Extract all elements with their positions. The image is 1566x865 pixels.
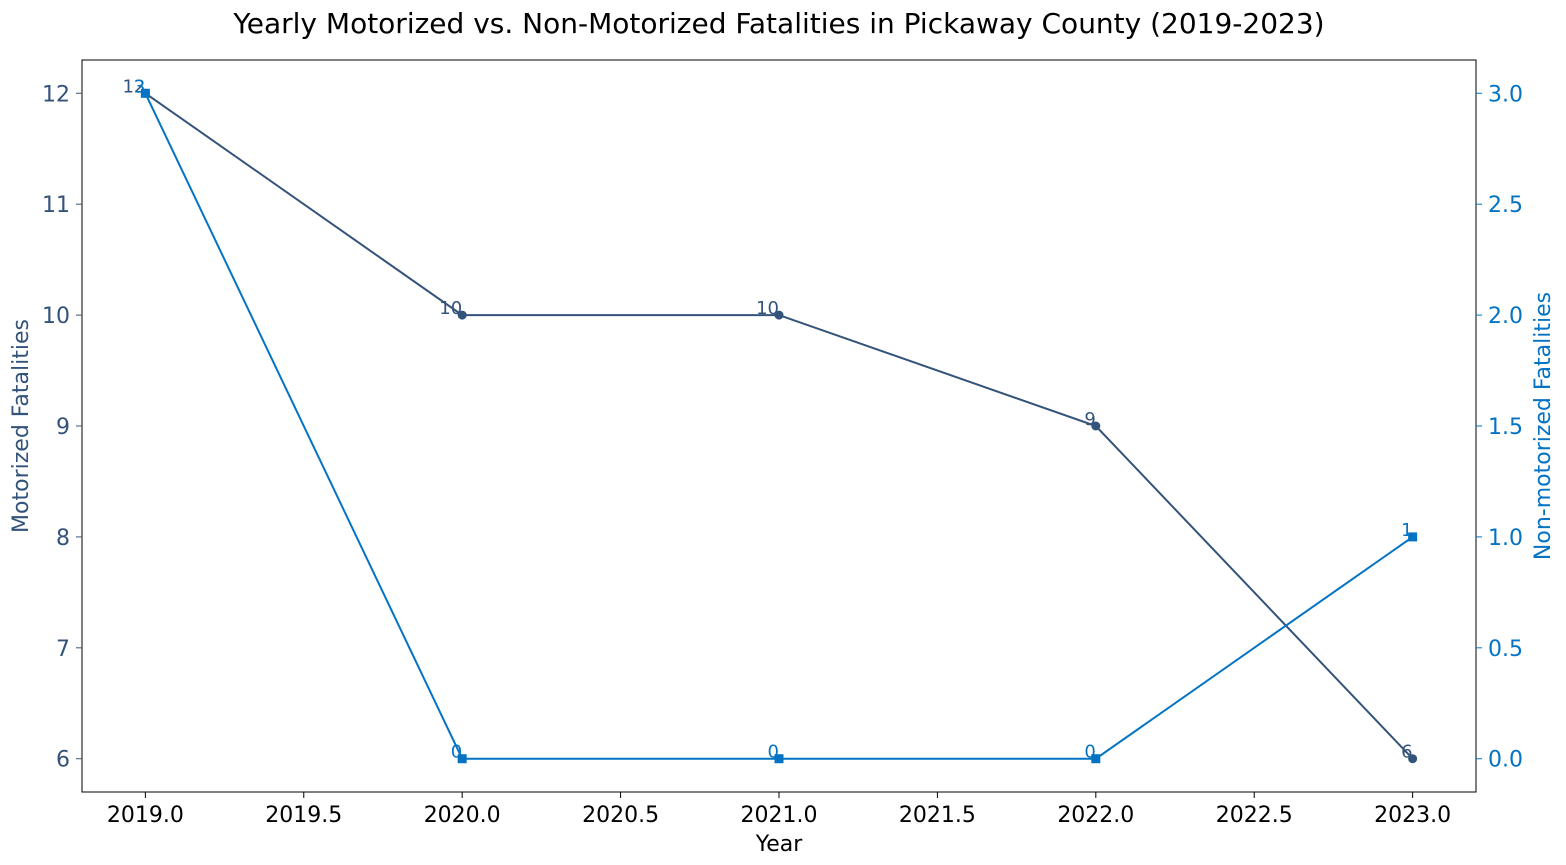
x-tick-label: 2021.5 xyxy=(899,803,976,828)
y-right-tick-label: 2.5 xyxy=(1488,193,1523,218)
data-label: 1 xyxy=(1401,520,1412,541)
data-point xyxy=(1091,754,1101,764)
data-label: 0 xyxy=(768,742,779,763)
y-axis-left: 6 7 8 9 10 11 12 xyxy=(42,82,82,773)
data-label: 10 xyxy=(756,298,779,319)
y-left-tick-label: 9 xyxy=(56,415,70,440)
plot-area xyxy=(81,59,1477,793)
x-tick-label: 2019.0 xyxy=(107,803,184,828)
y-axis-right-label: Non-motorized Fatalities xyxy=(1531,292,1556,560)
data-point xyxy=(774,754,784,764)
y-axis-left-label: Motorized Fatalities xyxy=(9,319,34,533)
data-label: 0 xyxy=(1084,742,1095,763)
x-tick-label: 2020.5 xyxy=(582,803,659,828)
data-point xyxy=(457,754,467,764)
y-left-tick-label: 6 xyxy=(56,748,70,773)
data-label: 10 xyxy=(439,298,462,319)
x-tick-label: 2020.0 xyxy=(424,803,501,828)
x-axis-label: Year xyxy=(755,832,804,857)
x-tick-label: 2019.5 xyxy=(265,803,342,828)
data-point xyxy=(1408,754,1418,764)
data-label: 0 xyxy=(451,742,462,763)
x-axis: 2019.0 2019.5 2020.0 2020.5 2021.0 2021.5 2022… xyxy=(107,792,1451,828)
y-axis-right: 0.0 0.5 1.0 1.5 2.0 2.5 3.0 xyxy=(1476,82,1523,773)
series-line xyxy=(144,92,1414,760)
data-point xyxy=(1408,532,1418,542)
series-line xyxy=(144,92,1414,760)
y-right-tick-label: 0.5 xyxy=(1488,637,1523,662)
y-right-tick-label: 3.0 xyxy=(1488,82,1523,107)
y-left-tick-label: 7 xyxy=(56,637,70,662)
plot-frame xyxy=(81,59,1477,793)
data-point xyxy=(1091,421,1101,431)
y-left-tick-label: 8 xyxy=(56,526,70,551)
series-layer: 12 10 10 9 6 3 0 0 0 1 xyxy=(122,76,1418,764)
y-right-tick-label: 0.0 xyxy=(1488,748,1523,773)
data-label: 6 xyxy=(1401,742,1412,763)
data-label: 3 xyxy=(134,76,145,97)
y-left-tick-label: 12 xyxy=(42,82,70,107)
data-point xyxy=(774,310,784,320)
y-right-tick-label: 1.0 xyxy=(1488,526,1523,551)
data-label: 9 xyxy=(1084,409,1095,430)
y-right-tick-label: 1.5 xyxy=(1488,415,1523,440)
x-tick-label: 2021.0 xyxy=(741,803,818,828)
x-tick-label: 2023.0 xyxy=(1374,803,1451,828)
data-point xyxy=(457,310,467,320)
chart-title: Yearly Motorized vs. Non-Motorized Fatal… xyxy=(232,7,1324,40)
data-label: 12 xyxy=(122,76,145,97)
x-tick-label: 2022.0 xyxy=(1057,803,1134,828)
data-point xyxy=(140,88,150,98)
y-left-tick-label: 11 xyxy=(42,193,70,218)
series-non-motorized: 3 0 0 0 1 xyxy=(134,76,1418,764)
x-tick-label: 2022.5 xyxy=(1216,803,1293,828)
y-left-tick-label: 10 xyxy=(42,304,70,329)
y-right-tick-label: 2.0 xyxy=(1488,304,1523,329)
